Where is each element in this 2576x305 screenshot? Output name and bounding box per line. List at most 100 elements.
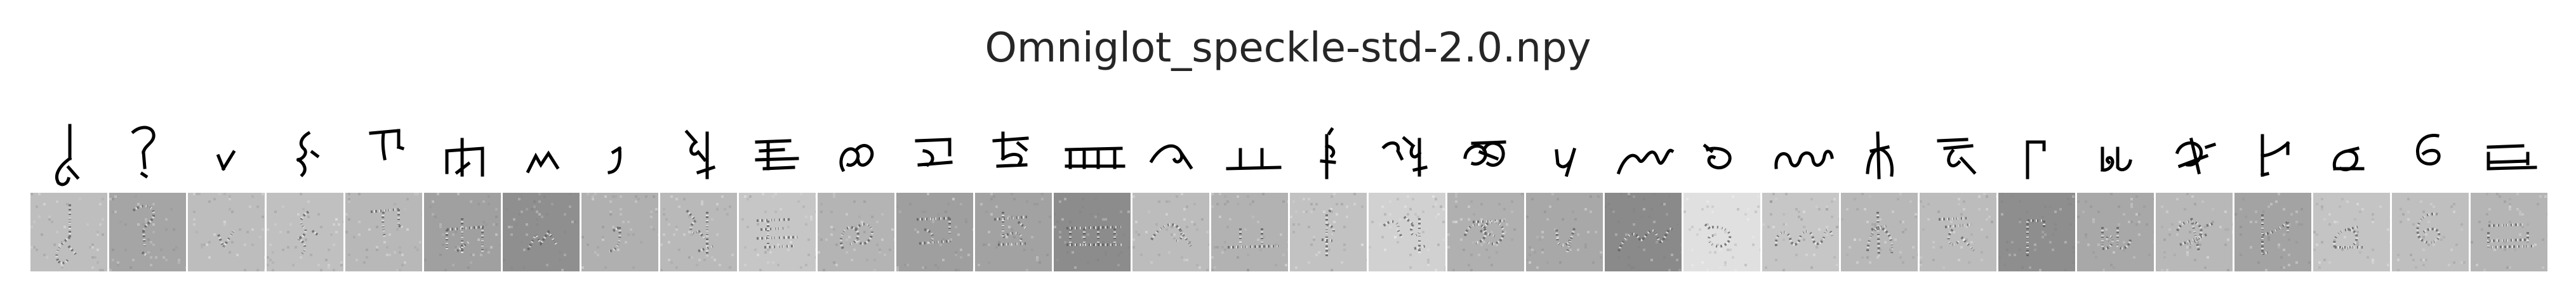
speckle-pixel xyxy=(939,243,942,246)
speckle-pixel xyxy=(480,254,482,256)
speckle-pixel xyxy=(2212,221,2214,223)
speckle-pixel xyxy=(632,233,635,236)
speckle-pixel xyxy=(229,198,231,200)
speckle-pixel xyxy=(175,246,178,249)
speckle-pixel xyxy=(1105,218,1107,221)
speckle-pixel xyxy=(244,269,246,271)
speckle-pixel xyxy=(2516,193,2519,195)
speckle-pixel xyxy=(2029,266,2031,269)
speckle-pixel xyxy=(1455,221,1457,223)
noisy-glyph-strokes xyxy=(1526,193,1602,269)
speckle-pixel xyxy=(307,216,310,218)
speckle-pixel xyxy=(2146,223,2148,226)
speckle-pixel xyxy=(973,269,975,271)
speckle-pixel xyxy=(1409,208,1412,211)
speckle-pixel xyxy=(467,266,470,269)
speckle-pixel xyxy=(1105,251,1107,254)
speckle-pixel xyxy=(820,211,823,213)
speckle-pixel xyxy=(333,243,335,246)
speckle-pixel xyxy=(1970,233,1973,236)
speckle-pixel xyxy=(1610,208,1612,211)
speckle-pixel xyxy=(1168,251,1171,254)
glyph-path xyxy=(839,144,874,172)
speckle-pixel xyxy=(2425,233,2427,236)
speckle-pixel xyxy=(983,243,985,246)
speckle-pixel xyxy=(1752,236,1755,238)
speckle-pixel xyxy=(800,193,802,195)
speckle-pixel xyxy=(2389,241,2390,243)
speckle-pixel xyxy=(2186,246,2189,249)
speckle-pixel xyxy=(2227,269,2229,271)
speckle-pixel xyxy=(846,238,848,241)
speckle-pixel xyxy=(2019,218,2021,221)
speckle-pixel xyxy=(2295,241,2298,243)
speckle-pixel xyxy=(1922,205,1925,208)
speckle-pixel xyxy=(2113,266,2115,269)
speckle-pixel xyxy=(1247,269,1249,271)
noisy-glyph-path xyxy=(1704,223,1732,248)
speckle-pixel xyxy=(937,213,939,216)
speckle-pixel xyxy=(1681,243,1682,246)
speckle-pixel xyxy=(1361,205,1364,208)
speckle-pixel xyxy=(1770,200,1772,203)
speckle-pixel xyxy=(2270,203,2273,205)
speckle-pixel xyxy=(744,264,747,266)
glyph-path xyxy=(2260,134,2290,178)
speckle-pixel xyxy=(2255,221,2257,223)
speckle-pixel xyxy=(2356,231,2359,233)
speckle-pixel xyxy=(967,254,970,256)
speckle-pixel xyxy=(1917,254,1918,256)
speckle-pixel xyxy=(1422,231,1424,233)
speckle-pixel xyxy=(2042,236,2044,238)
glyph-path xyxy=(915,138,953,167)
speckle-pixel xyxy=(1630,266,1633,269)
speckle-pixel xyxy=(1526,216,1529,218)
speckle-pixel xyxy=(272,269,274,271)
speckle-pixel xyxy=(1394,236,1397,238)
speckle-pixel xyxy=(135,195,137,198)
speckle-pixel xyxy=(1724,264,1727,266)
speckle-pixel xyxy=(1463,249,1465,251)
speckle-pixel xyxy=(287,246,289,249)
speckle-pixel xyxy=(1511,211,1513,213)
noisy-glyph-4 xyxy=(267,193,345,271)
speckle-pixel xyxy=(246,231,249,233)
speckle-pixel xyxy=(2204,266,2207,269)
speckle-pixel xyxy=(376,249,378,251)
speckle-pixel xyxy=(1214,266,1216,269)
speckle-pixel xyxy=(310,254,312,256)
speckle-pixel xyxy=(2473,261,2476,264)
speckle-pixel xyxy=(2519,233,2521,236)
speckle-pixel xyxy=(1816,205,1818,208)
speckle-pixel xyxy=(99,223,102,226)
speckle-pixel xyxy=(1861,193,1864,195)
speckle-pixel xyxy=(1282,254,1285,256)
speckle-pixel xyxy=(2031,221,2034,223)
speckle-pixel xyxy=(594,251,597,254)
speckle-pixel xyxy=(223,221,226,223)
speckle-pixel xyxy=(1729,249,1732,251)
speckle-pixel xyxy=(1361,243,1364,246)
speckle-pixel xyxy=(1247,254,1249,256)
speckle-pixel xyxy=(2316,203,2318,205)
speckle-pixel xyxy=(223,246,226,249)
speckle-pixel xyxy=(2077,241,2080,243)
clean-glyph-29 xyxy=(2234,114,2313,193)
speckle-pixel xyxy=(1757,195,1760,198)
speckle-pixel xyxy=(2135,195,2138,198)
speckle-pixel xyxy=(1968,261,1970,264)
speckle-pixel xyxy=(1006,236,1008,238)
speckle-pixel xyxy=(1617,256,1620,259)
speckle-pixel xyxy=(1668,269,1671,271)
glyph-strokes xyxy=(55,124,80,186)
speckle-pixel xyxy=(587,193,589,195)
speckle-pixel xyxy=(1986,208,1988,211)
speckle-pixel xyxy=(1193,203,1196,205)
speckle-pixel xyxy=(1033,203,1036,205)
speckle-pixel xyxy=(1640,216,1643,218)
speckle-pixel xyxy=(262,216,264,218)
speckle-pixel xyxy=(259,236,262,238)
noisy-glyph-path xyxy=(609,226,621,252)
speckle-pixel xyxy=(287,231,289,233)
clean-glyph-4 xyxy=(267,114,345,193)
